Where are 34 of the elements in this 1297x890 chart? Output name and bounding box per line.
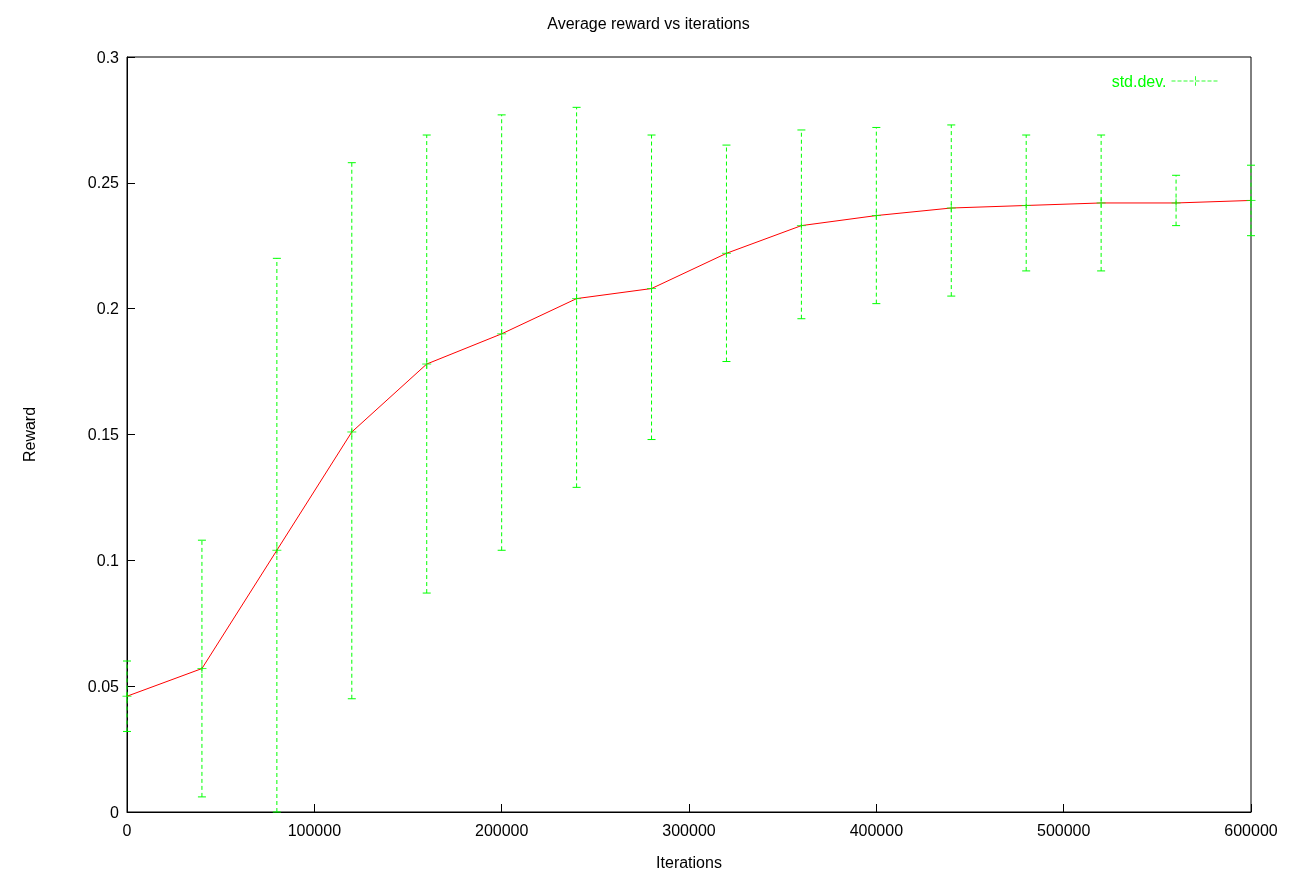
legend-label: std.dev. xyxy=(1111,72,1167,90)
point xyxy=(871,210,882,221)
x-tick-label: 600000 xyxy=(1224,821,1278,839)
point xyxy=(646,283,657,294)
point xyxy=(946,203,957,213)
y-tick-label: 0.1 xyxy=(96,551,120,569)
point xyxy=(796,220,807,231)
chart-title: Average reward vs iterations xyxy=(547,14,750,32)
x-tick-label: 200000 xyxy=(474,821,529,839)
x-axis-title: Iterations xyxy=(656,853,722,871)
point xyxy=(571,293,582,304)
point xyxy=(1246,195,1256,206)
point xyxy=(421,359,432,370)
x-tick-label: 400000 xyxy=(849,821,904,839)
y-tick-label: 0.25 xyxy=(87,174,120,192)
x-tick-label: 500000 xyxy=(1036,821,1091,839)
y-tick-label: 0.3 xyxy=(96,48,120,66)
point xyxy=(1171,197,1182,208)
y-tick-label: 0.05 xyxy=(87,677,120,695)
point xyxy=(346,426,357,437)
point xyxy=(196,663,207,674)
point xyxy=(1096,197,1107,208)
point xyxy=(721,248,732,259)
point xyxy=(122,691,132,702)
y-tick-label: 0 xyxy=(110,803,120,821)
point xyxy=(271,545,282,556)
y-tick-label: 0.2 xyxy=(96,300,120,318)
x-tick-label: 0 xyxy=(122,821,132,839)
y-tick-label: 0.15 xyxy=(87,426,120,443)
y-axis-title: Reward xyxy=(20,406,38,463)
x-tick-label: 100000 xyxy=(287,821,342,839)
x-tick-label: 300000 xyxy=(662,821,716,839)
point xyxy=(1021,200,1032,211)
point xyxy=(496,328,507,339)
